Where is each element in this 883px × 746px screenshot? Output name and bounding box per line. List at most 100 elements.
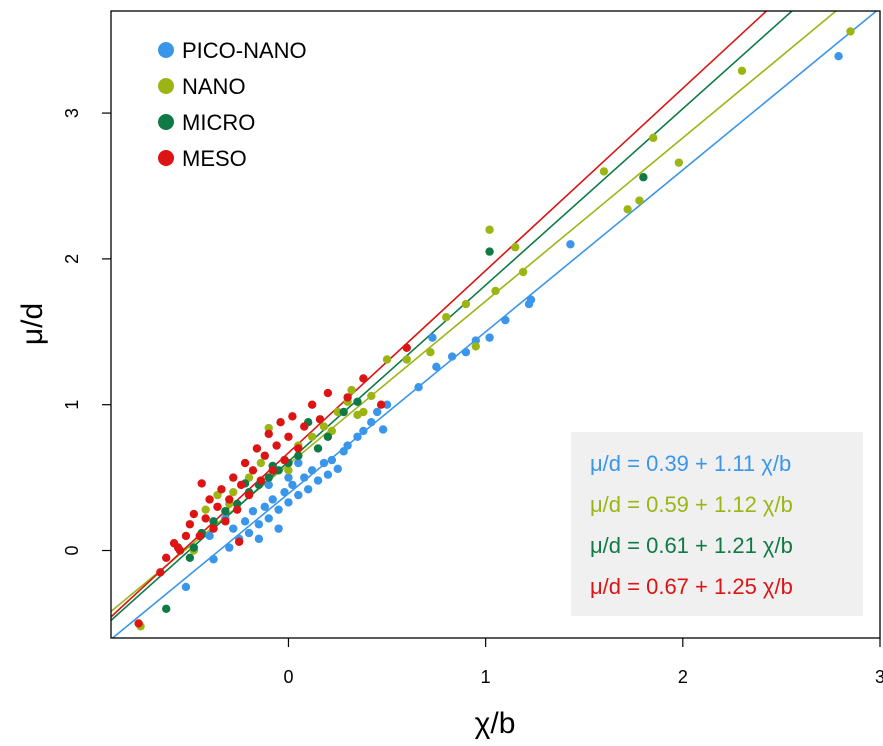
data-point [526,295,536,304]
data-point [254,534,264,544]
data-point [280,487,289,497]
data-point [240,458,250,468]
data-point [173,543,183,552]
fit-line-pico-nano [111,11,878,638]
data-point [333,464,342,474]
data-point [189,509,199,519]
data-point [221,517,230,526]
data-point [268,495,277,504]
data-point [260,451,269,460]
data-point [229,473,238,482]
data-point [353,432,362,441]
data-point [834,52,843,61]
data-point [209,517,218,526]
fit-line-meso [111,11,768,618]
data-point [303,485,313,494]
y-axis-title: μ/d [16,303,49,345]
y-axis: 0 1 2 3 [62,108,111,556]
legend-label: NANO [182,74,246,99]
data-point [268,466,277,475]
data-point [359,407,368,417]
plot-frame [110,10,881,639]
data-point [209,524,218,533]
data-point [485,225,494,234]
data-point [414,383,423,392]
data-point [461,299,471,309]
data-point [264,473,273,482]
data-point [264,480,273,490]
equation-label: μ/d = 0.39 + 1.11 χ/b [590,451,791,476]
data-point [248,466,258,475]
data-point [353,397,362,406]
data-point [294,490,303,500]
data-point [181,582,191,592]
data-point [256,476,266,485]
data-point [236,480,246,490]
data-point [260,502,269,511]
data-point [256,458,266,468]
data-point [442,313,451,322]
data-point [264,423,273,433]
data-point [225,495,234,504]
data-point [288,480,297,490]
x-tick-label: 2 [678,667,688,687]
legend-marker [158,78,174,94]
equations: μ/d = 0.39 + 1.11 χ/b μ/d = 0.59 + 1.12 χ… [590,451,793,599]
data-point [382,355,392,364]
data-point [181,531,191,541]
data-point [846,27,855,36]
data-point [566,240,575,249]
data-point [162,604,171,614]
data-point [402,343,411,353]
data-point [185,520,195,529]
data-point [254,520,264,529]
data-point [426,348,435,357]
data-point [189,543,199,552]
data-point [264,514,273,523]
legend: PICO-NANO NANO MICRO MESO [158,38,307,171]
data-point [274,505,283,514]
data-point [323,432,333,441]
series-meso [134,343,411,628]
legend-label: MICRO [182,110,255,135]
data-point [343,393,352,402]
data-point [185,553,195,563]
data-point [491,286,500,296]
data-point [359,426,368,436]
data-point [737,66,747,75]
data-point [428,333,437,342]
data-point [639,173,648,182]
data-point [134,619,143,628]
data-point [402,355,411,364]
equation-label: μ/d = 0.61 + 1.21 χ/b [590,533,793,558]
data-point [284,473,293,482]
data-point [471,336,480,345]
data-point [518,267,528,277]
x-tick-label: 1 [481,667,491,687]
data-point [205,495,214,504]
data-point [367,417,376,427]
data-point [156,568,165,577]
y-tick-label: 2 [62,254,82,264]
legend-marker [158,114,174,130]
data-point [307,400,317,409]
data-point [221,506,230,516]
data-points [134,27,855,631]
data-point [195,531,204,541]
data-point [339,407,348,417]
data-point [599,167,609,176]
data-point [343,441,352,450]
data-point [213,502,222,511]
y-tick-label: 3 [62,108,82,118]
x-axis: 0 1 2 3 [283,638,883,687]
legend-marker [158,150,174,166]
data-point [315,415,325,424]
data-point [300,473,309,482]
legend-marker [158,42,174,58]
data-point [294,458,303,468]
data-point [276,417,285,427]
data-point [274,466,283,475]
data-point [307,466,317,475]
data-point [511,243,520,252]
